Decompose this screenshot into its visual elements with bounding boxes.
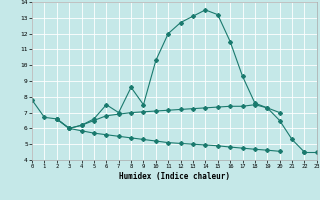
X-axis label: Humidex (Indice chaleur): Humidex (Indice chaleur) — [119, 172, 230, 181]
